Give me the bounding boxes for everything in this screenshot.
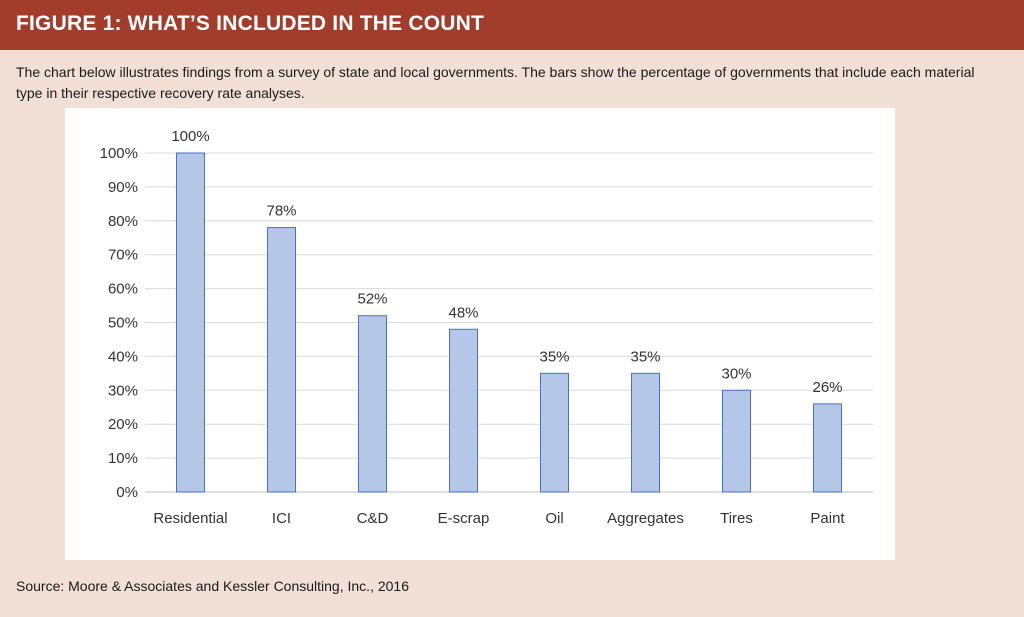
- data-label: 52%: [357, 291, 387, 308]
- data-label: 78%: [266, 203, 296, 220]
- intro-text: The chart below illustrates findings fro…: [16, 64, 975, 101]
- source-note: Source: Moore & Associates and Kessler C…: [16, 578, 409, 594]
- bar: [722, 389, 751, 493]
- figure-header: FIGURE 1: WHAT’S INCLUDED IN THE COUNT: [0, 0, 1024, 50]
- data-label: 48%: [448, 304, 478, 321]
- category-label: Residential: [153, 510, 227, 527]
- y-tick-label: 100%: [100, 145, 138, 162]
- data-label: 26%: [812, 379, 842, 396]
- category-label: Paint: [810, 510, 845, 527]
- y-tick-label: 30%: [108, 382, 138, 399]
- y-tick-label: 10%: [108, 450, 138, 467]
- category-label: Oil: [545, 510, 563, 527]
- y-tick-label: 60%: [108, 281, 138, 298]
- y-tick-label: 70%: [108, 247, 138, 264]
- bar: [813, 403, 842, 493]
- y-tick-label: 0%: [116, 484, 138, 501]
- category-label: E-scrap: [438, 510, 490, 527]
- data-label: 35%: [630, 348, 660, 365]
- bar: [176, 152, 205, 493]
- y-tick-label: 40%: [108, 348, 138, 365]
- category-label: ICI: [272, 510, 291, 527]
- data-label: 100%: [171, 128, 209, 145]
- y-tick-label: 50%: [108, 315, 138, 332]
- category-label: C&D: [357, 510, 389, 527]
- bar-chart: 0% 10% 20% 30% 40% 50% 60% 70% 80% 90% 100% 100% Res…: [100, 128, 873, 527]
- data-label: 35%: [539, 348, 569, 365]
- category-label: Aggregates: [607, 510, 684, 527]
- figure-title: FIGURE 1: WHAT’S INCLUDED IN THE COUNT: [16, 12, 485, 35]
- bar: [267, 227, 296, 493]
- bar: [631, 372, 660, 493]
- y-tick-label: 90%: [108, 179, 138, 196]
- category-label: Tires: [720, 510, 753, 527]
- y-tick-label: 20%: [108, 416, 138, 433]
- data-label: 30%: [721, 365, 751, 382]
- bar: [449, 328, 478, 493]
- bar: [358, 315, 387, 493]
- y-tick-label: 80%: [108, 213, 138, 230]
- bar: [540, 372, 569, 493]
- chart-panel: 0% 10% 20% 30% 40% 50% 60% 70% 80% 90% 100% 100% Res…: [65, 108, 895, 560]
